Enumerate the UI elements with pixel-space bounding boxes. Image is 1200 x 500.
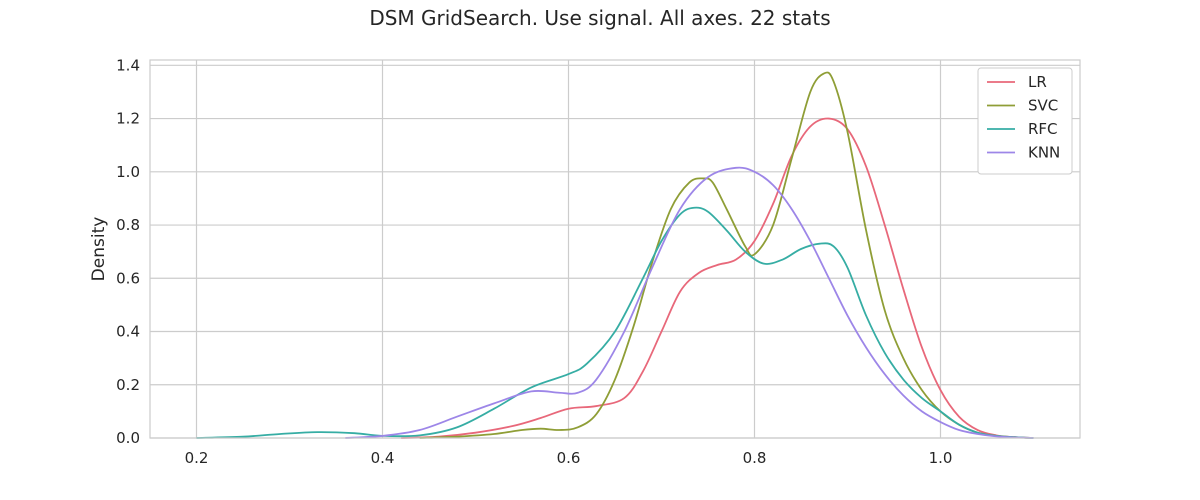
y-tick-label: 0.4 (116, 323, 140, 341)
x-tick-label: 1.0 (929, 449, 953, 467)
plot-frame (149, 59, 1081, 439)
y-tick-label: 1.2 (116, 110, 140, 128)
series-line-rfc (196, 206, 1034, 439)
legend-box (977, 67, 1073, 175)
legend: LR SVC RFC KNN (977, 67, 1073, 175)
y-tick-label: 0.8 (116, 216, 140, 234)
series-line-svc (419, 71, 1034, 439)
y-tick-label: 1.0 (116, 163, 140, 181)
chart-title: DSM GridSearch. Use signal. All axes. 22… (369, 6, 830, 30)
series-layer (196, 71, 1034, 439)
y-tick-label: 1.4 (116, 56, 140, 74)
y-tick-label: 0.6 (116, 269, 140, 287)
y-tick-label: 0.0 (116, 429, 140, 447)
y-axis-label: Density (89, 217, 109, 282)
x-tick-label: 0.6 (557, 449, 581, 467)
legend-label-lr: LR (1028, 73, 1047, 91)
x-tick-label: 0.2 (185, 449, 209, 467)
tick-layer: 0.2 0.4 0.6 0.8 1.0 0.0 0.2 0.4 0.6 0.8 1.0 1.2 1.4 (116, 56, 952, 467)
y-tick-label: 0.2 (116, 376, 140, 394)
series-line-lr (401, 117, 1034, 439)
series-line-knn (345, 166, 1034, 439)
x-tick-label: 0.8 (743, 449, 767, 467)
x-tick-label: 0.4 (371, 449, 395, 467)
legend-label-rfc: RFC (1028, 120, 1058, 138)
legend-label-knn: KNN (1028, 144, 1060, 162)
legend-label-svc: SVC (1028, 97, 1058, 115)
